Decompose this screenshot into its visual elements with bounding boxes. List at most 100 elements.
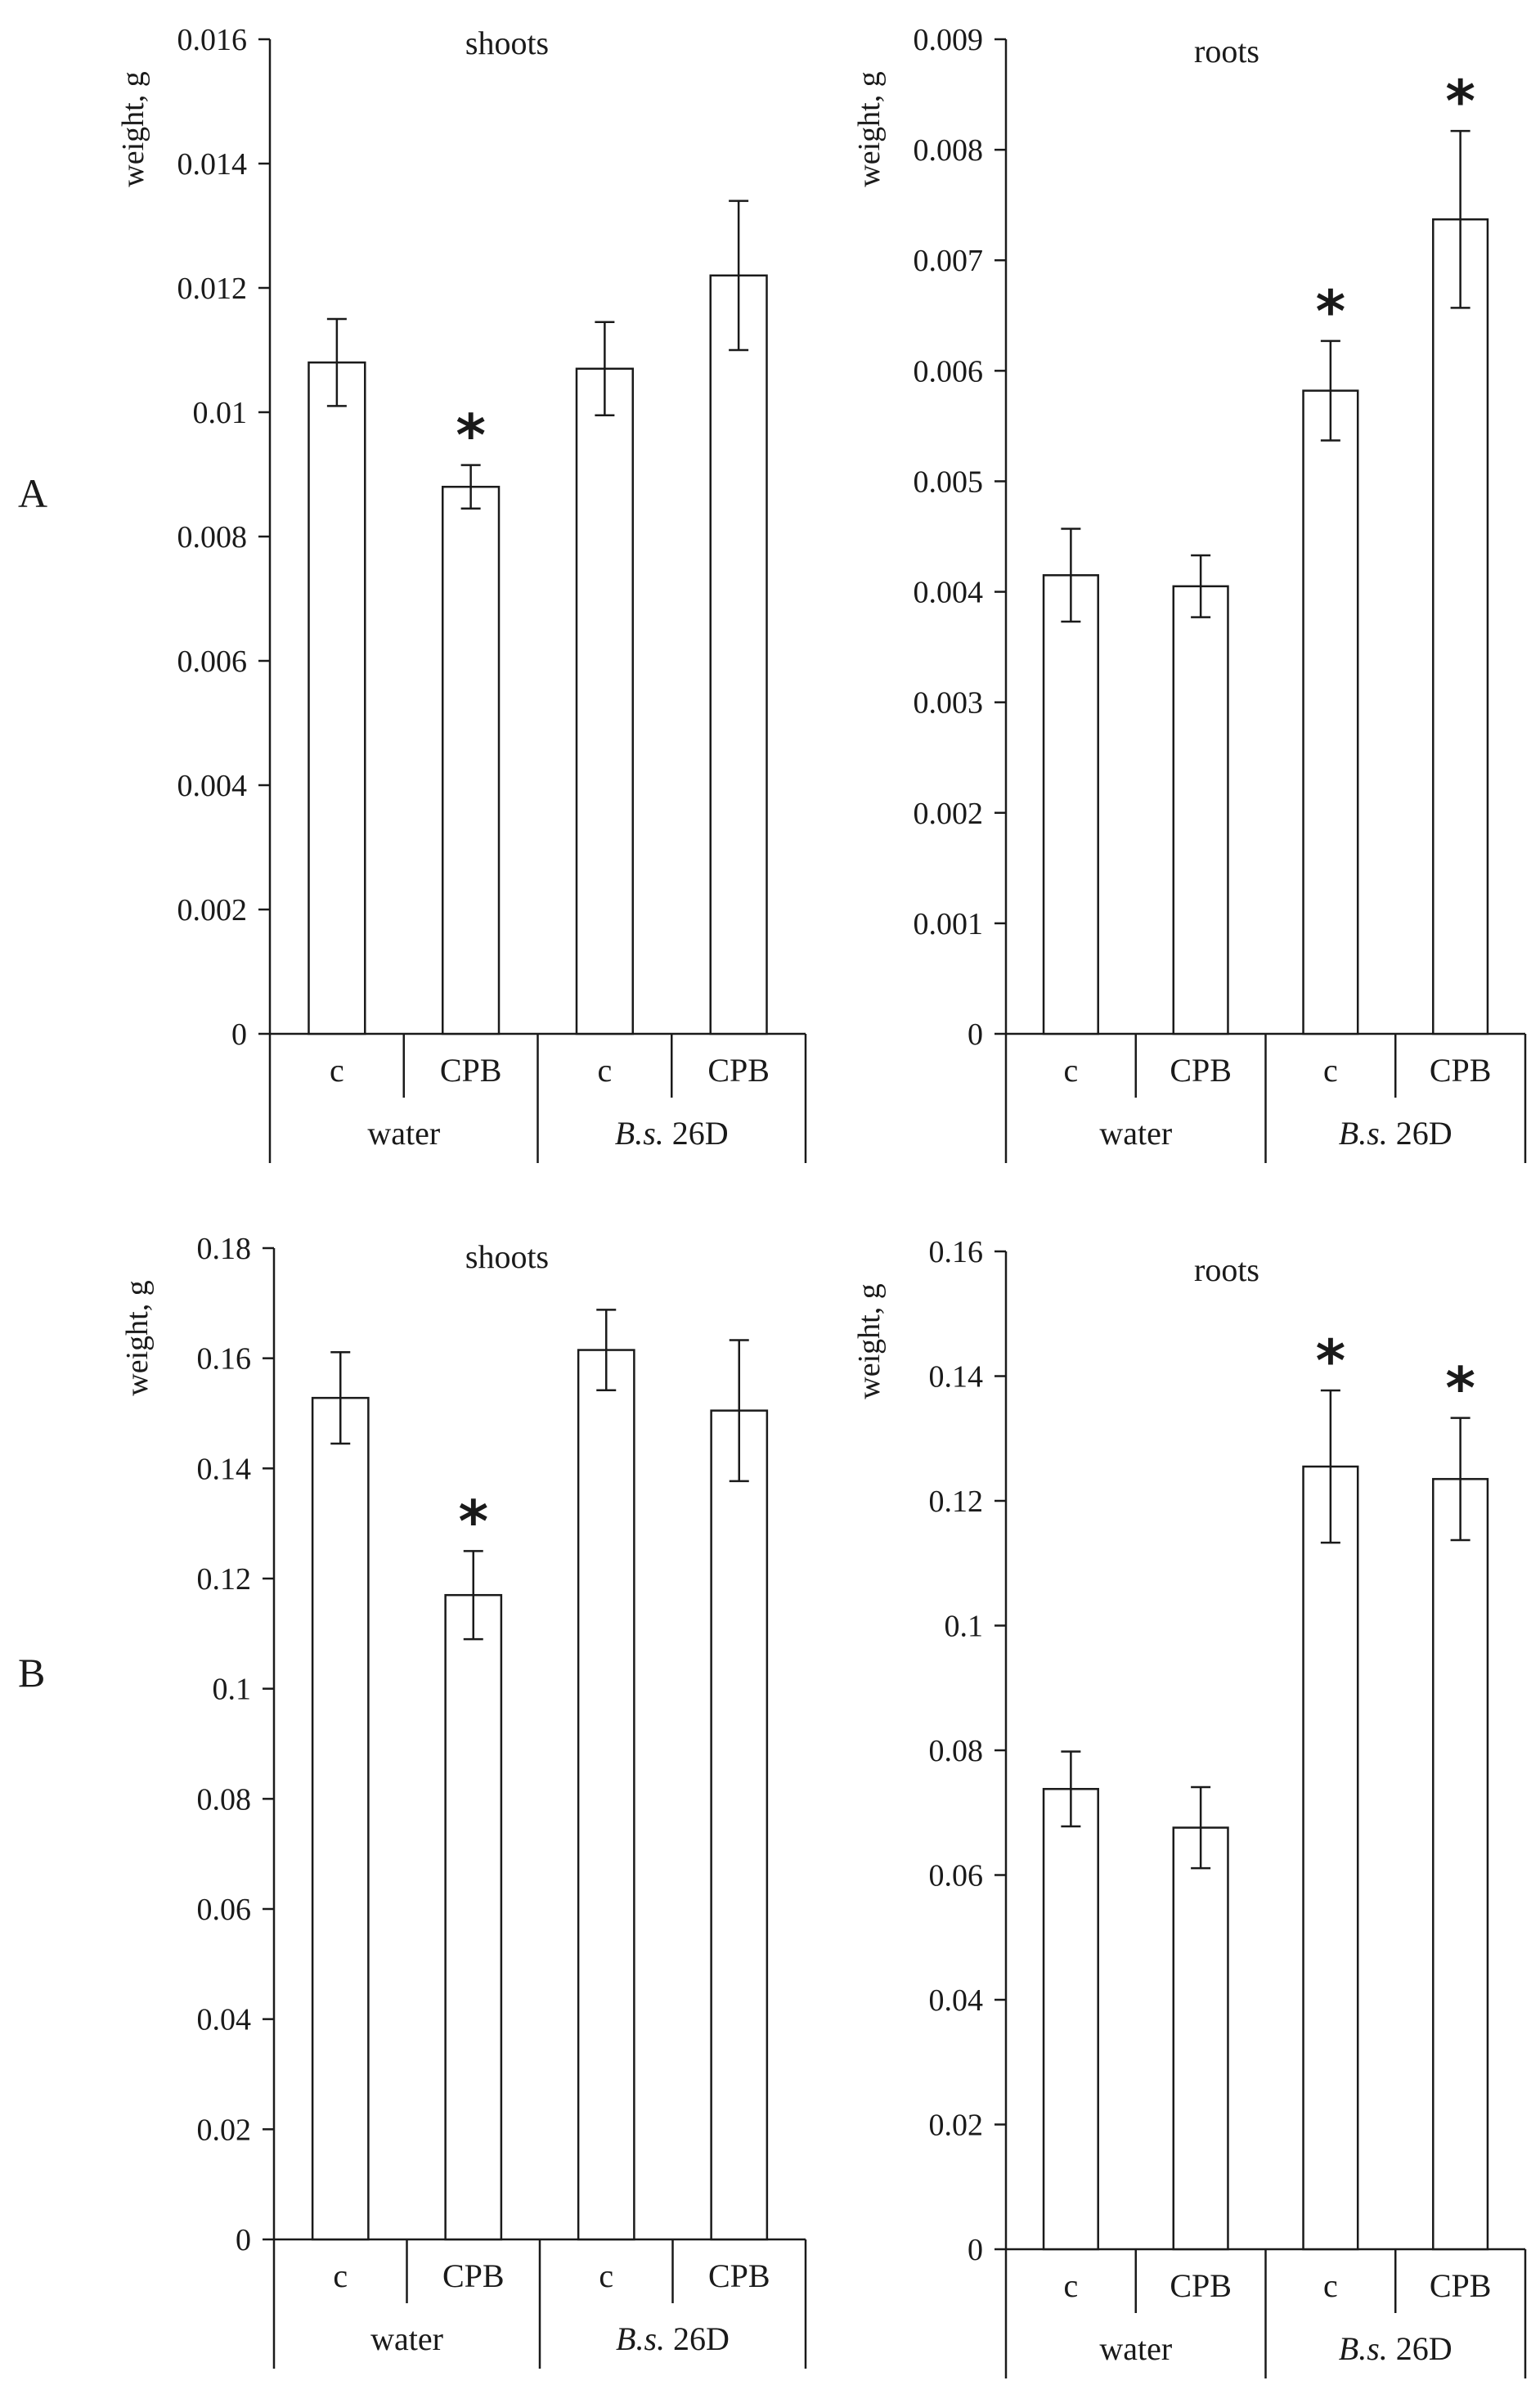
bar xyxy=(1432,218,1489,1035)
bar xyxy=(575,367,635,1035)
bar xyxy=(709,274,768,1035)
y-tick-label: 0.04 xyxy=(197,2003,252,2037)
y-tick-label: 0.16 xyxy=(929,1235,984,1269)
panel-label-a: A xyxy=(18,470,47,516)
bar xyxy=(1042,574,1099,1035)
y-tick-label: 0.012 xyxy=(177,272,248,306)
chart-title: roots xyxy=(1194,33,1259,70)
y-tick-label: 0.01 xyxy=(193,396,248,430)
category-label: CPB xyxy=(1170,2267,1232,2304)
bar xyxy=(441,485,501,1035)
bar xyxy=(1042,1788,1099,2251)
category-label: c xyxy=(1063,2267,1078,2304)
group-label-italic-part: B.s. xyxy=(615,1115,664,1152)
y-tick-label: 0.008 xyxy=(177,520,248,555)
group-label-rest: 26D xyxy=(1388,2330,1452,2367)
bar xyxy=(444,1593,503,2241)
error-bar xyxy=(595,321,615,417)
y-tick-label: 0.08 xyxy=(197,1782,252,1817)
y-tick-label: 0.02 xyxy=(929,2109,984,2143)
significance-star: * xyxy=(458,1488,488,1555)
y-tick-label: 0.004 xyxy=(914,576,984,610)
bar xyxy=(1172,585,1229,1035)
significance-star: * xyxy=(1445,68,1475,135)
y-tick-label: 0.002 xyxy=(914,797,984,831)
error-bar xyxy=(1191,1785,1211,1870)
panel-label-b: B xyxy=(18,1650,45,1696)
y-tick-label: 0 xyxy=(236,2223,251,2257)
y-axis-title: weight, g xyxy=(120,1280,155,1395)
error-bar xyxy=(729,200,749,352)
y-tick-label: 0.014 xyxy=(177,147,248,182)
y-tick-label: 0.003 xyxy=(914,686,984,721)
group-label: water xyxy=(1099,1115,1172,1152)
category-label: CPB xyxy=(707,1052,770,1089)
y-tick-label: 0.02 xyxy=(197,2113,252,2147)
y-axis-title: weight, g xyxy=(852,1283,887,1399)
group-label-rest: 26D xyxy=(665,2320,730,2357)
chart-4: roots weight, g 0 0.02 0.04 0.06 0.08 0.1 0.12 0.… xyxy=(852,1235,1527,2378)
y-tick-label: 0 xyxy=(968,2233,983,2267)
error-bar xyxy=(1450,1417,1470,1542)
y-tick-label: 0.005 xyxy=(914,465,984,499)
error-bar xyxy=(729,1339,749,1483)
error-bar xyxy=(330,1351,351,1445)
bar xyxy=(710,1409,769,2241)
significance-star: * xyxy=(1445,1355,1475,1422)
error-bar xyxy=(1061,1750,1081,1828)
category-label: c xyxy=(330,1052,344,1089)
chart-2: roots weight, g 0 0.001 0.002 0.003 0.004 0.005… xyxy=(852,23,1527,1163)
y-tick-label: 0.12 xyxy=(929,1484,984,1519)
category-label: CPB xyxy=(708,2257,770,2294)
y-tick-label: 0.007 xyxy=(914,244,984,278)
significance-star: * xyxy=(456,402,486,469)
bar xyxy=(311,1396,370,2241)
category-label: CPB xyxy=(442,2257,505,2294)
error-bar xyxy=(596,1309,617,1391)
group-label: water xyxy=(367,1115,440,1152)
significance-star: * xyxy=(1316,278,1346,345)
group-label-italic-part: B.s. xyxy=(1339,1115,1388,1152)
error-bar xyxy=(460,464,481,510)
category-label: c xyxy=(599,2257,613,2294)
error-bar xyxy=(326,317,347,407)
category-label: CPB xyxy=(440,1052,502,1089)
bar xyxy=(308,361,366,1035)
group-label-italic-part: B.s. xyxy=(1339,2330,1388,2367)
y-tick-label: 0.06 xyxy=(929,1859,984,1893)
chart-1: shoots weight, g 0 0.002 0.004 0.006 0.008 0.01… xyxy=(116,23,807,1163)
category-label: c xyxy=(333,2257,348,2294)
y-tick-label: 0.002 xyxy=(177,893,248,928)
group-label: B.s. 26D xyxy=(616,2320,730,2357)
y-tick-label: 0.14 xyxy=(197,1452,252,1486)
group-label: B.s. 26D xyxy=(1339,2330,1452,2367)
category-label: c xyxy=(1323,2267,1338,2304)
group-label-italic-part: B.s. xyxy=(616,2320,665,2357)
error-bar xyxy=(1320,1389,1340,1544)
group-label: B.s. 26D xyxy=(1339,1115,1452,1152)
category-label: CPB xyxy=(1430,1052,1492,1089)
y-tick-label: 0.1 xyxy=(945,1610,984,1644)
chart-3: shoots weight, g 0 0.02 0.04 0.06 0.08 0.1 0.12 0… xyxy=(120,1232,807,2369)
group-label: water xyxy=(370,2320,443,2357)
y-tick-label: 0 xyxy=(231,1017,247,1052)
group-label: B.s. 26D xyxy=(615,1115,729,1152)
y-axis-title: weight, g xyxy=(852,71,887,186)
chart-title: shoots xyxy=(465,25,549,61)
bar xyxy=(577,1349,635,2241)
category-label: CPB xyxy=(1170,1052,1232,1089)
bar xyxy=(1172,1826,1229,2251)
y-tick-label: 0.1 xyxy=(213,1673,252,1707)
category-label: c xyxy=(1323,1052,1338,1089)
group-label: water xyxy=(1099,2330,1172,2367)
y-tick-label: 0.08 xyxy=(929,1734,984,1768)
bar xyxy=(1302,389,1359,1035)
y-tick-label: 0.006 xyxy=(914,354,984,389)
error-bar xyxy=(1191,554,1211,618)
group-label-rest: 26D xyxy=(1388,1115,1452,1152)
y-tick-label: 0.12 xyxy=(197,1562,252,1597)
category-label: c xyxy=(1063,1052,1078,1089)
y-tick-label: 0.016 xyxy=(177,23,248,57)
error-bar xyxy=(1450,129,1470,309)
y-tick-label: 0.001 xyxy=(914,907,984,941)
